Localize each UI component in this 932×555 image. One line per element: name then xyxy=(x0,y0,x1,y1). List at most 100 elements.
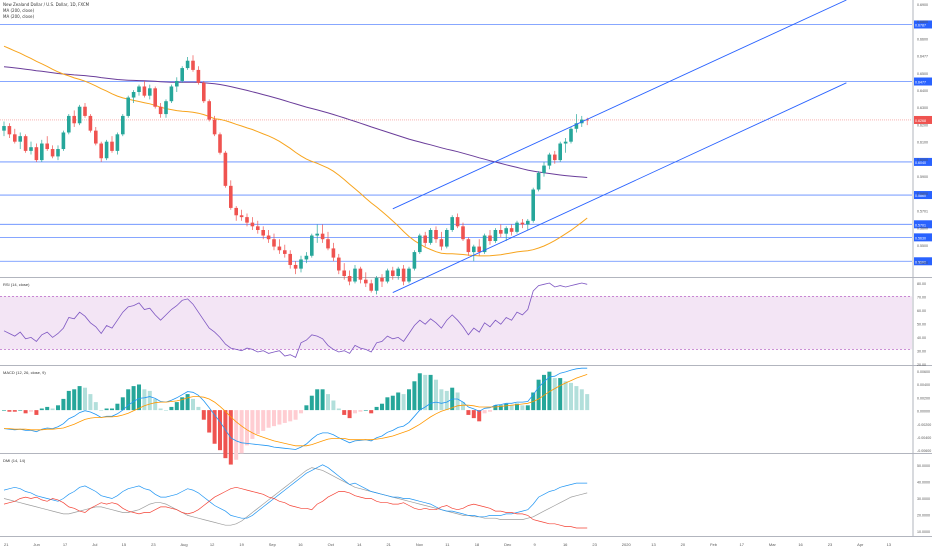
candles-group xyxy=(2,55,589,295)
macd-histogram-bar xyxy=(498,405,503,411)
candle-body xyxy=(104,141,109,159)
date-tick-label: 2020 xyxy=(622,542,632,547)
candle-body xyxy=(326,239,330,249)
rsi-label: RSI (14, close) xyxy=(3,282,30,287)
candle-body xyxy=(283,250,287,254)
macd-tick-label: 0.00000 xyxy=(917,410,930,414)
candle-body xyxy=(121,115,125,135)
macd-histogram-bar xyxy=(407,389,411,411)
macd-histogram-bar xyxy=(520,405,525,411)
macd-histogram-bar xyxy=(353,410,357,414)
candle-body xyxy=(542,165,546,173)
macd-histogram-bar xyxy=(488,410,492,412)
ma2-legend[interactable]: MA (200, close) xyxy=(3,14,35,19)
macd-histogram-bar xyxy=(552,378,557,411)
channel-lower-line xyxy=(392,82,847,293)
date-tick-label: 21 xyxy=(4,542,9,547)
macd-histogram-bar xyxy=(293,410,298,420)
macd-histogram-bar xyxy=(110,408,114,411)
rsi-tick-label: 30.00 xyxy=(917,350,926,354)
macd-histogram-bar xyxy=(320,389,325,411)
macd-histogram-bar xyxy=(131,386,136,411)
candle-body xyxy=(461,226,465,240)
date-tick-label: Mar xyxy=(769,542,777,547)
macd-histogram-bar xyxy=(347,410,352,419)
ma-fast-line xyxy=(3,45,588,257)
macd-histogram-bar xyxy=(493,405,498,411)
candle-body xyxy=(67,115,71,133)
candle-body xyxy=(40,143,44,161)
candle-body xyxy=(423,235,427,243)
level-label-box xyxy=(914,220,932,229)
date-tick-label: 19 xyxy=(239,542,244,547)
macd-tick-label: -0.00200 xyxy=(917,423,931,427)
symbol-title[interactable]: New Zealand Dollar / U.S. Dollar, 1D, FX… xyxy=(3,2,90,7)
candle-body xyxy=(304,255,309,260)
candle-body xyxy=(153,88,157,107)
macd-histogram-bar xyxy=(169,406,174,411)
candle-body xyxy=(88,115,93,131)
candle-body xyxy=(407,268,411,282)
candle-body xyxy=(574,123,579,129)
dmi-label: DMI (14, 14) xyxy=(3,458,26,463)
macd-histogram-bar xyxy=(455,392,460,411)
candle-body xyxy=(364,279,368,284)
candle-body xyxy=(515,222,519,232)
candle-body xyxy=(499,230,503,234)
macd-histogram-bar xyxy=(223,410,228,459)
date-tick-label: Sep xyxy=(269,542,277,547)
candle-body xyxy=(245,217,249,223)
macd-histogram-bar xyxy=(239,410,244,454)
candle-body xyxy=(418,235,422,253)
date-tick-label: 23 xyxy=(151,542,156,547)
macd-histogram-bar xyxy=(288,410,293,422)
macd-histogram-bar xyxy=(477,410,482,422)
macd-histogram-bar xyxy=(369,410,374,414)
macd-histogram-bar xyxy=(56,405,60,411)
candle-body xyxy=(337,257,341,271)
macd-histogram-bar xyxy=(185,394,190,411)
price-tick-label: 0.5701 xyxy=(917,209,928,213)
dmi-tick-label: 20.0000 xyxy=(917,514,930,518)
candle-body xyxy=(196,69,201,83)
candle-body xyxy=(288,253,292,265)
macd-histogram-bar xyxy=(137,384,141,411)
macd-histogram-bar xyxy=(444,390,449,411)
macd-histogram-bar xyxy=(558,378,563,411)
level-label-box xyxy=(914,77,932,86)
candle-body xyxy=(34,147,39,161)
macd-histogram-bar xyxy=(342,410,347,415)
candle-body xyxy=(396,268,400,276)
last-price-label: 0.6268 xyxy=(915,119,926,123)
candle-body xyxy=(50,149,55,157)
macd-tick-label: 0.00600 xyxy=(917,370,930,374)
candle-body xyxy=(212,119,217,135)
date-tick-label: Apr xyxy=(857,542,864,547)
rsi-tick-label: 70.00 xyxy=(917,296,926,300)
candle-body xyxy=(180,68,184,81)
macd-histogram-bar xyxy=(579,389,584,411)
macd-histogram-bar xyxy=(255,410,260,435)
macd-histogram-bar xyxy=(277,410,282,425)
macd-histogram-bar xyxy=(174,402,179,411)
candle-body xyxy=(137,86,141,92)
level-label: 0.6040 xyxy=(915,161,926,165)
macd-histogram-bar xyxy=(120,397,125,411)
macd-histogram-bar xyxy=(7,410,12,412)
candle-body xyxy=(61,132,66,150)
macd-histogram-bar xyxy=(45,406,50,411)
date-tick-label: 17 xyxy=(739,542,744,547)
candle-body xyxy=(29,147,33,151)
candle-body xyxy=(94,130,98,144)
candle-body xyxy=(374,277,379,291)
ma1-legend[interactable]: MA (200, close) xyxy=(3,8,35,13)
macd-histogram-bar xyxy=(547,371,552,411)
candle-body xyxy=(401,268,406,282)
dmi-tick-label: 50.0000 xyxy=(917,464,930,468)
date-tick-label: Aug xyxy=(181,542,188,547)
date-tick-label: Jul xyxy=(92,542,97,547)
macd-histogram-bar xyxy=(315,389,320,411)
candle-body xyxy=(18,136,22,142)
